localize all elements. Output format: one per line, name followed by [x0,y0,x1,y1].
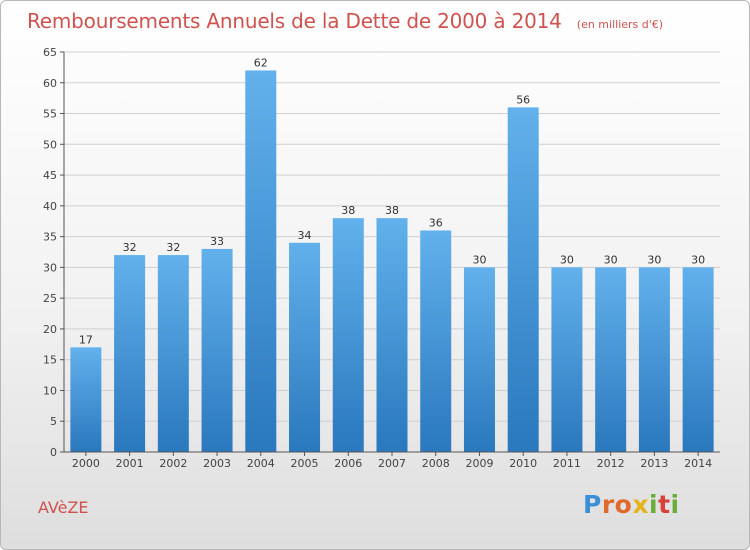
y-tick-label: 65 [43,46,57,59]
y-tick-label: 5 [50,415,57,428]
logo-letter: t [658,490,671,519]
y-axis-ticks: 0 5 10 15 20 25 30 35 40 45 50 55 60 65 [43,46,64,459]
y-tick-label: 55 [43,108,57,121]
value-label-2006: 38 [341,204,355,217]
value-label-2004: 62 [254,56,268,69]
axes [63,52,720,453]
y-tick-label: 35 [43,231,57,244]
x-tick-label-2009: 2009 [465,457,493,470]
y-tick-label: 40 [43,200,57,213]
bar-2012 [595,267,627,452]
bar-2014 [682,267,714,452]
x-tick-label-2010: 2010 [509,457,537,470]
value-label-2000: 17 [79,333,93,346]
logo-letter: r [601,490,615,519]
x-tick-label-2012: 2012 [597,457,625,470]
value-label-2007: 38 [385,204,399,217]
logo-letter: i [670,490,680,519]
x-tick-label-2006: 2006 [334,457,362,470]
bar-2008 [420,230,452,452]
x-tick-label-2005: 2005 [291,457,319,470]
value-label-2003: 33 [210,235,224,248]
value-label-2012: 30 [604,253,618,266]
proxiti-logo[interactable]: Proxiti [583,490,680,519]
x-tick-label-2008: 2008 [422,457,450,470]
x-axis-ticks: 2000 2001 2002 2003 2004 2005 2006 2007 2008 2009… [72,452,712,470]
y-tick-label: 20 [43,323,57,336]
bar-2002 [157,255,189,452]
bar-2009 [463,267,495,452]
bar-2003 [201,248,233,452]
x-tick-label-2003: 2003 [203,457,231,470]
logo-letter: i [649,490,659,519]
x-tick-label-2000: 2000 [72,457,100,470]
bar-2004 [245,70,277,452]
x-tick-label-2004: 2004 [247,457,275,470]
y-tick-label: 15 [43,354,57,367]
y-tick-label: 0 [50,446,57,459]
value-label-2013: 30 [647,253,661,266]
bar-2000 [70,347,102,452]
y-tick-label: 45 [43,169,57,182]
y-tick-label: 10 [43,384,57,397]
y-tick-label: 25 [43,292,57,305]
y-tick-label: 50 [43,138,57,151]
value-label-2005: 34 [298,229,312,242]
x-tick-label-2001: 2001 [116,457,144,470]
y-tick-label: 60 [43,77,57,90]
bar-2013 [638,267,670,452]
value-label-2010: 56 [516,93,530,106]
chart-title: Remboursements Annuels de la Dette de 20… [27,9,562,33]
x-tick-label-2007: 2007 [378,457,406,470]
y-tick-label: 30 [43,261,57,274]
commune-name: AVèZE [38,498,89,517]
x-tick-label-2011: 2011 [553,457,581,470]
value-label-2014: 30 [691,253,705,266]
chart-unit-note: (en milliers d'€) [576,18,664,31]
logo-letter: x [632,490,649,519]
bar-2001 [114,255,146,452]
bar-2007 [376,218,408,452]
bar-2006 [332,218,364,452]
value-label-2009: 30 [472,253,486,266]
bar-2011 [551,267,583,452]
x-tick-label-2002: 2002 [159,457,187,470]
x-tick-label-2014: 2014 [684,457,712,470]
x-tick-label-2013: 2013 [640,457,668,470]
value-label-2008: 36 [429,216,443,229]
value-label-2011: 30 [560,253,574,266]
title-row: Remboursements Annuels de la Dette de 20… [27,9,663,33]
value-labels: 17 32 32 33 62 34 38 38 36 30 56 30 30 30 30 [79,56,705,346]
bar-2005 [289,242,321,452]
bars [70,70,714,452]
value-label-2002: 32 [166,241,180,254]
logo-letter: P [583,490,602,519]
value-label-2001: 32 [123,241,137,254]
bar-2010 [507,107,539,452]
logo-letter: o [614,490,633,519]
